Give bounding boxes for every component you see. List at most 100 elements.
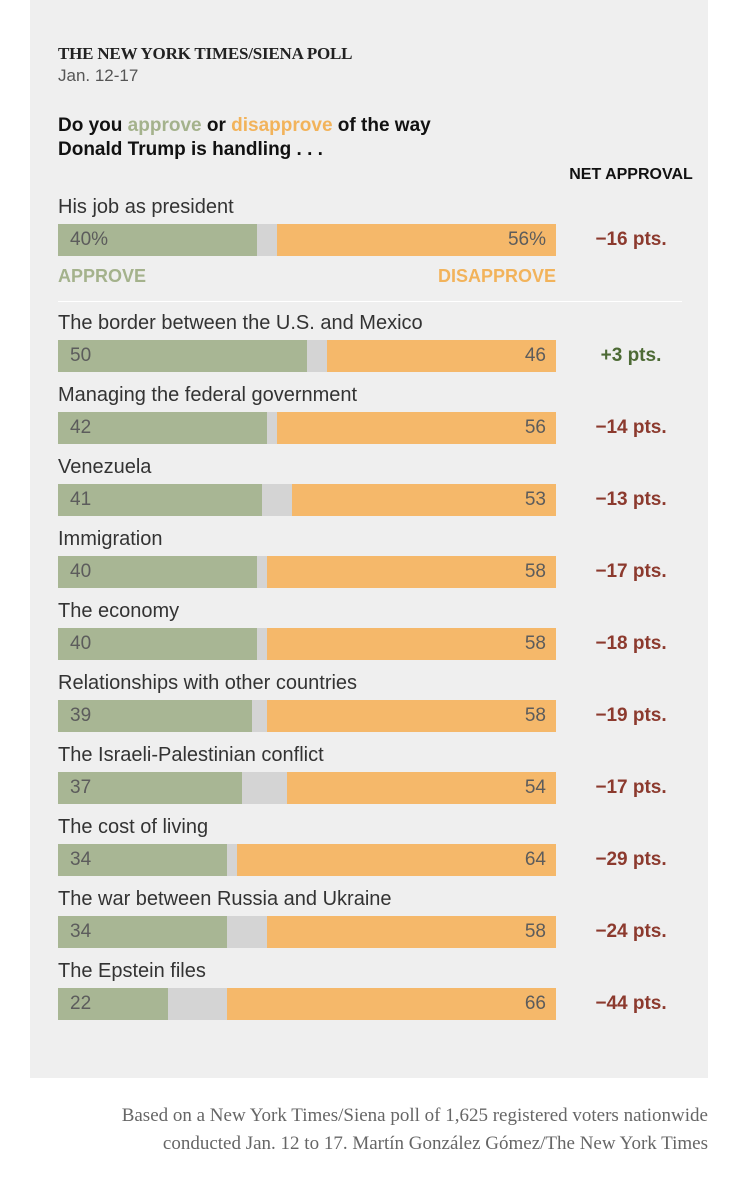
question-part-3: of the way Donald Trump is handling . . … [58, 115, 431, 160]
net-approval-value: −17 pts. [595, 561, 667, 582]
approve-bar-segment [58, 484, 263, 516]
row-label: Relationships with other countries [58, 672, 358, 694]
net-approval-value: −19 pts. [595, 705, 667, 726]
disapprove-bar-segment [227, 988, 556, 1020]
approve-bar-segment [58, 412, 268, 444]
disapprove-bar-segment [267, 628, 556, 660]
disapprove-value-label: 64 [524, 849, 546, 870]
row-label: Immigration [58, 528, 163, 550]
net-approval-value: −16 pts. [595, 229, 667, 250]
approve-bar-segment [58, 340, 307, 372]
poll-row: The Israeli-Palestinian conflict 37 54 −17 … [0, 744, 738, 816]
disapprove-value-label: 53 [524, 489, 546, 510]
disapprove-value-label: 56% [507, 229, 546, 250]
poll-kicker: THE NEW YORK TIMES/SIENA POLL [58, 44, 353, 63]
net-approval-header: NET APPROVAL [569, 166, 693, 183]
approve-value-label: 37 [70, 777, 92, 798]
net-approval-value: −29 pts. [595, 849, 667, 870]
divider [58, 301, 682, 302]
row-label: The Israeli-Palestinian conflict [58, 744, 324, 766]
disapprove-value-label: 58 [524, 705, 546, 726]
disapprove-bar-segment [267, 700, 556, 732]
row-label: Venezuela [58, 456, 152, 478]
poll-row: The border between the U.S. and Mexico 50… [0, 312, 738, 384]
stacked-bar: 41 53 [58, 484, 556, 516]
poll-row: Immigration 40 58 −17 pts. [0, 528, 738, 600]
disapprove-value-label: 58 [524, 921, 546, 942]
net-approval-value: +3 pts. [600, 345, 662, 366]
stacked-bar: 34 58 [58, 916, 556, 948]
stacked-bar: 34 64 [58, 844, 556, 876]
stacked-bar: 37 54 [58, 772, 556, 804]
approve-value-label: 40 [70, 633, 92, 654]
stacked-bar: 40 58 [58, 556, 556, 588]
approve-bar-segment [58, 628, 258, 660]
row-label: The economy [58, 600, 180, 622]
question-approve-word: approve [127, 115, 202, 136]
approve-value-label: 41 [70, 489, 92, 510]
approve-value-label: 39 [70, 705, 92, 726]
disapprove-bar-segment [237, 844, 556, 876]
disapprove-bar-segment [277, 224, 556, 256]
row-label: The Epstein files [58, 960, 206, 982]
poll-row: His job as president 40% 56% −16 pts. [0, 196, 738, 268]
approve-bar-segment [58, 772, 243, 804]
approve-bar-segment [58, 844, 228, 876]
disapprove-legend-label: DISAPPROVE [437, 266, 556, 286]
approve-bar-segment [58, 556, 258, 588]
disapprove-bar-segment [287, 772, 556, 804]
question-part-2: or [201, 115, 232, 136]
disapprove-bar-segment [267, 916, 556, 948]
poll-row: The war between Russia and Ukraine 34 58 −2… [0, 888, 738, 960]
stacked-bar: 40% 56% [58, 224, 556, 256]
disapprove-bar-segment [277, 412, 556, 444]
row-label: The war between Russia and Ukraine [58, 888, 392, 910]
question-disapprove-word: disapprove [231, 115, 333, 136]
disapprove-value-label: 46 [524, 345, 546, 366]
row-label: The border between the U.S. and Mexico [58, 312, 423, 334]
poll-row: Managing the federal government 42 56 −14 p… [0, 384, 738, 456]
approve-bar-segment [58, 916, 228, 948]
approve-value-label: 40 [70, 561, 92, 582]
approve-value-label: 40% [70, 229, 109, 250]
row-label: The cost of living [58, 816, 209, 838]
net-approval-value: −14 pts. [595, 417, 667, 438]
net-approval-value: −44 pts. [595, 993, 667, 1014]
approve-value-label: 50 [70, 345, 92, 366]
approve-value-label: 22 [70, 993, 92, 1014]
disapprove-bar-segment [326, 340, 556, 372]
poll-row: Relationships with other countries 39 58 −1… [0, 672, 738, 744]
stacked-bar: 50 46 [58, 340, 556, 372]
disapprove-value-label: 58 [524, 561, 546, 582]
poll-row: The Epstein files 22 66 −44 pts. [0, 960, 738, 1032]
poll-row: Venezuela 41 53 −13 pts. [0, 456, 738, 528]
row-label: Managing the federal government [58, 384, 358, 406]
poll-card [30, 0, 708, 1078]
poll-row: The cost of living 34 64 −29 pts. [0, 816, 738, 888]
approve-value-label: 34 [70, 849, 92, 870]
stacked-bar: 22 66 [58, 988, 556, 1020]
net-approval-value: −18 pts. [595, 633, 667, 654]
question-part-1: Do you [58, 115, 128, 136]
approve-bar-segment [58, 224, 258, 256]
net-approval-value: −13 pts. [595, 489, 667, 510]
chart-title: Do you approve or disapprove of the way … [58, 114, 438, 162]
poll-dates: Jan. 12-17 [58, 66, 139, 85]
stacked-bar: 40 58 [58, 628, 556, 660]
disapprove-bar-segment [292, 484, 556, 516]
row-label: His job as president [58, 196, 234, 218]
disapprove-value-label: 56 [524, 417, 546, 438]
disapprove-bar-segment [267, 556, 556, 588]
disapprove-value-label: 58 [524, 633, 546, 654]
net-approval-value: −17 pts. [595, 777, 667, 798]
approve-legend-label: APPROVE [58, 266, 147, 286]
approve-bar-segment [58, 988, 168, 1020]
disapprove-value-label: 54 [524, 777, 546, 798]
approve-bar-segment [58, 700, 253, 732]
disapprove-value-label: 66 [524, 993, 546, 1014]
poll-row: The economy 40 58 −18 pts. [0, 600, 738, 672]
stacked-bar: 42 56 [58, 412, 556, 444]
stacked-bar: 39 58 [58, 700, 556, 732]
source-footnote: Based on a New York Times/Siena poll of … [121, 1105, 708, 1154]
approve-value-label: 42 [70, 417, 92, 438]
